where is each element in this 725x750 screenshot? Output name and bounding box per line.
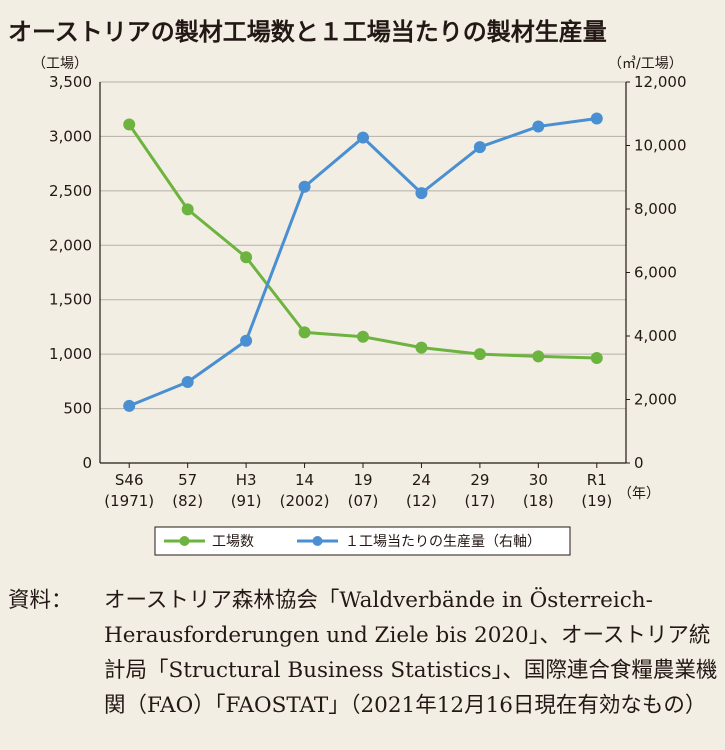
series-point-0 (357, 330, 369, 343)
right-tick-label: 0 (634, 454, 644, 472)
legend-box (154, 526, 571, 556)
right-tick-label: 8,000 (634, 200, 677, 218)
x-tick-label: 14 (2002) (280, 471, 330, 510)
left-tick-label: 3,000 (49, 127, 92, 145)
series-line-0 (127, 123, 597, 360)
right-axis-ticks: 0 2,000 4,000 6,000 8,000 10,000 12,000 (626, 73, 687, 472)
chart-title: オーストリアの製材工場数と１工場当たりの製材生産量 (8, 18, 607, 46)
series-line-1 (128, 117, 597, 408)
chart: オーストリアの製材工場数と１工場当たりの製材生産量 （工場） （㎥/工場） （年… (8, 18, 687, 556)
left-axis-unit: （工場） (32, 56, 88, 72)
right-tick-label: 2,000 (634, 391, 677, 409)
series-point-0 (473, 348, 486, 361)
x-tick-label: R1 (19) (581, 471, 612, 510)
legend-label-production: １工場当たりの生産量（右軸） (345, 534, 541, 550)
x-tick-label: 30 (18) (523, 471, 554, 510)
x-axis-ticks: S46 (1971) 57 (82) H3 (91) 14 (2002) 19 (07) 24 (12… (104, 463, 612, 510)
series-point-0 (123, 118, 136, 131)
series-point-0 (415, 341, 428, 354)
series-point-1 (181, 376, 194, 389)
series-point-1 (590, 112, 603, 125)
right-axis-unit: （㎥/工場） (608, 56, 683, 72)
series-point-1 (415, 187, 428, 200)
left-tick-label: 1,000 (49, 345, 92, 363)
legend-marker-production (312, 536, 323, 546)
source-text: オーストリア森林協会「Waldverbände in Österreich-He… (104, 588, 718, 718)
series-point-0 (590, 351, 603, 364)
series-point-1 (240, 334, 253, 347)
left-tick-label: 500 (63, 400, 92, 418)
left-tick-label: 0 (82, 454, 92, 472)
source-label: 資料： (8, 588, 73, 613)
x-tick-label: 57 (82) (172, 471, 203, 510)
series-point-1 (473, 141, 486, 154)
x-tick-label: 24 (12) (406, 471, 437, 510)
legend-marker-factories (179, 536, 190, 546)
x-tick-label: S46 (1971) (104, 471, 154, 510)
right-tick-label: 4,000 (634, 327, 677, 345)
series-point-0 (298, 326, 311, 339)
left-axis-ticks: 0 500 1,000 1,500 2,000 2,500 3,000 3,500 (49, 73, 92, 472)
x-tick-label: 19 (07) (348, 471, 379, 510)
legend-label-factories: 工場数 (212, 534, 254, 550)
series-point-1 (532, 120, 545, 133)
series-point-1 (123, 399, 136, 412)
legend: 工場数 １工場当たりの生産量（右軸） (154, 526, 571, 556)
source-note: 資料： オーストリア森林協会「Waldverbände in Österreic… (8, 583, 720, 723)
left-tick-label: 1,500 (49, 291, 92, 309)
series-point-1 (298, 180, 311, 193)
x-axis-unit: （年） (618, 486, 660, 502)
x-tick-label: 29 (17) (464, 471, 495, 510)
left-tick-label: 2,500 (49, 182, 92, 200)
series-point-0 (240, 251, 253, 264)
right-tick-label: 6,000 (634, 264, 677, 282)
left-tick-label: 3,500 (49, 73, 92, 91)
series-point-0 (532, 350, 545, 363)
grid (100, 81, 626, 410)
x-tick-label: H3 (91) (231, 471, 262, 510)
left-tick-label: 2,000 (49, 236, 92, 254)
series-point-0 (181, 203, 194, 216)
series-point-1 (357, 131, 369, 144)
right-tick-label: 10,000 (634, 137, 687, 155)
series-layer (123, 112, 603, 412)
right-tick-label: 12,000 (634, 73, 687, 91)
